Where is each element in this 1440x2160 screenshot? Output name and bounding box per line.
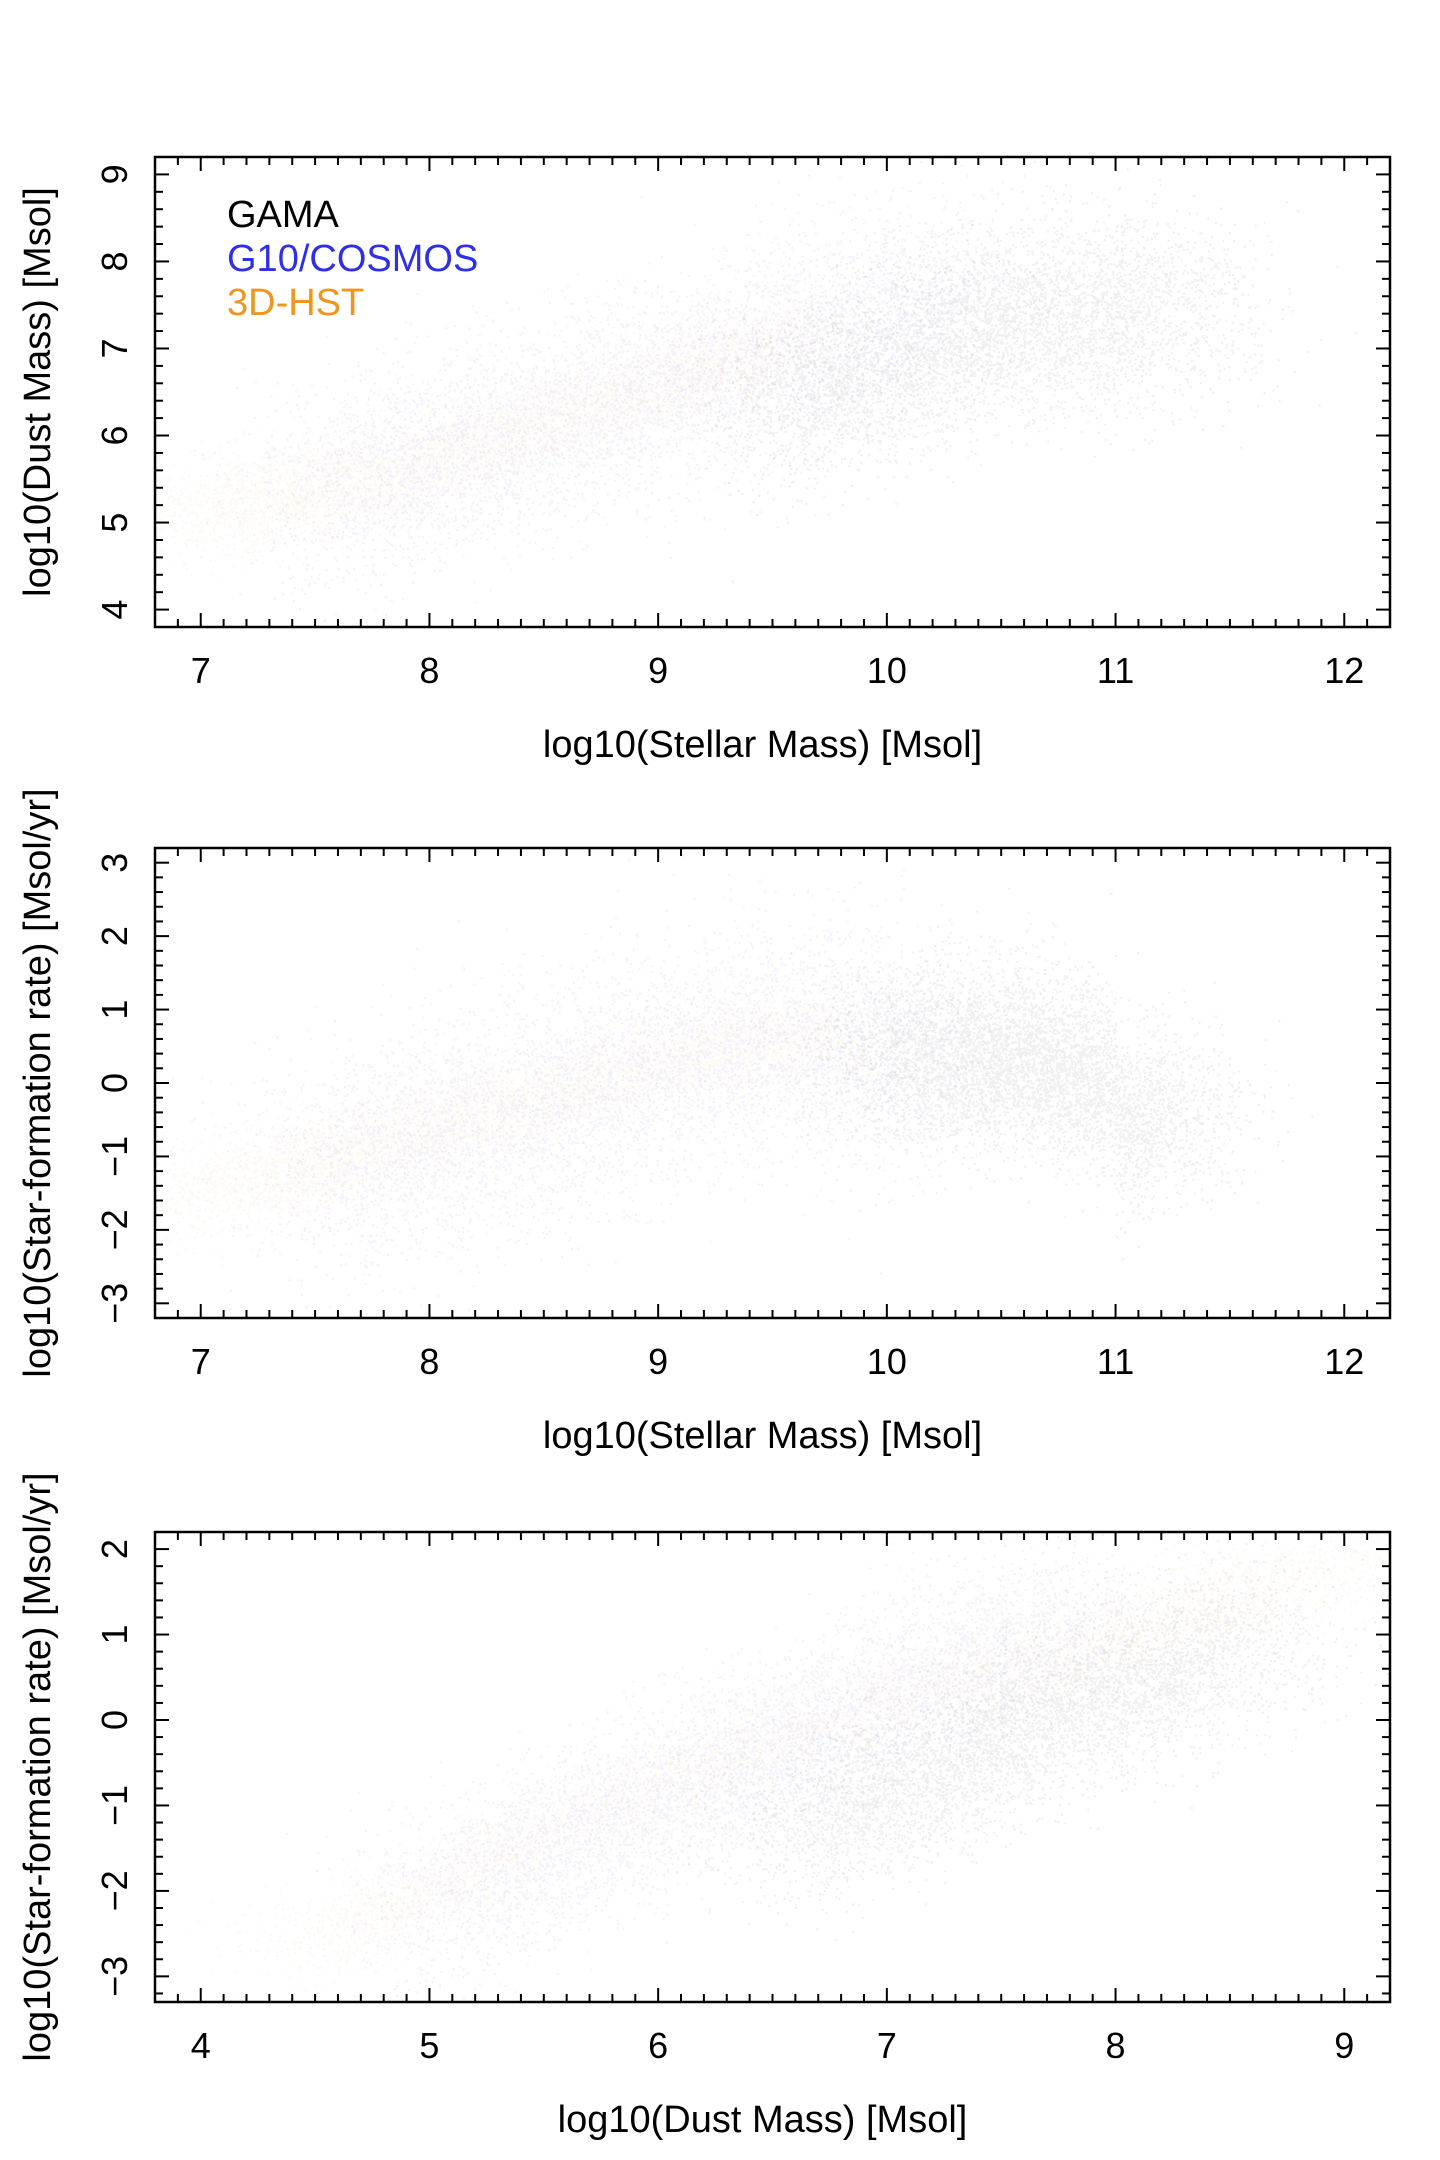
series-3d-hst-points	[155, 272, 979, 582]
legend-entry-3d-hst: 3D-HST	[227, 282, 364, 324]
y-tick-label: −3	[94, 1283, 135, 1324]
panel-1-x-ticks: 7 8 9 10 11 12	[154, 157, 1391, 691]
y-tick-label: 4	[94, 600, 135, 620]
y-tick-label: 5	[94, 513, 135, 533]
x-tick-label: 8	[1106, 2025, 1126, 2066]
x-tick-label: 6	[648, 2025, 668, 2066]
legend-entry-gama: GAMA	[227, 194, 340, 236]
panel-3-x-ticks: 4 5 6 7 8 9	[154, 1532, 1391, 2066]
y-tick-label: 2	[94, 1539, 135, 1559]
x-tick-label: 9	[648, 1341, 668, 1382]
y-tick-label: −2	[94, 1870, 135, 1911]
x-tick-label: 4	[191, 2025, 211, 2066]
y-tick-label: 1	[94, 1000, 135, 1020]
panel-1-y-axis-title: log10(Dust Mass) [Msol]	[17, 187, 59, 597]
x-tick-label: 10	[867, 1341, 907, 1382]
y-tick-label: −1	[94, 1785, 135, 1826]
y-tick-label: −1	[94, 1136, 135, 1177]
legend: GAMA G10/COSMOS 3D-HST	[227, 194, 478, 324]
x-tick-label: 12	[1324, 1341, 1364, 1382]
panel-dust-vs-stellar: 7 8 9 10 11 12 4 5 6 7 8 9 log10(Stellar Mass) [Ms…	[17, 155, 1392, 766]
series-g10-cosmos-points	[169, 854, 1114, 1317]
x-tick-label: 10	[867, 650, 907, 691]
y-tick-label: 3	[94, 853, 135, 873]
panel-2-x-axis-title: log10(Stellar Mass) [Msol]	[543, 1415, 982, 1457]
x-tick-label: 7	[877, 2025, 897, 2066]
x-tick-label: 5	[419, 2025, 439, 2066]
series-gama-points	[643, 1539, 1389, 1944]
y-tick-label: −2	[94, 1209, 135, 1250]
x-tick-label: 9	[1334, 2025, 1354, 2066]
y-tick-label: 8	[94, 251, 135, 271]
series-g10-cosmos-points	[193, 157, 1100, 624]
legend-entry-g10-cosmos: G10/COSMOS	[227, 238, 478, 280]
panel-3-y-ticks: −3 −2 −1 0 1 2	[94, 1531, 1390, 1997]
x-tick-label: 12	[1324, 650, 1364, 691]
x-tick-label: 8	[419, 650, 439, 691]
y-tick-label: 0	[94, 1710, 135, 1730]
y-tick-label: 1	[94, 1625, 135, 1645]
x-tick-label: 8	[419, 1341, 439, 1382]
y-tick-label: 2	[94, 926, 135, 946]
y-tick-label: 7	[94, 338, 135, 358]
x-tick-label: 7	[191, 1341, 211, 1382]
series-gama-points	[751, 887, 1314, 1275]
panel-2-x-ticks: 7 8 9 10 11 12	[154, 848, 1391, 1382]
series-gama-points	[618, 161, 1388, 583]
panel-2-y-ticks: −3 −2 −1 0 1 2 3	[94, 847, 1390, 1324]
panel-1-points	[155, 157, 1388, 624]
x-tick-label: 7	[191, 650, 211, 691]
x-tick-label: 11	[1097, 1341, 1134, 1382]
x-tick-label: 9	[648, 650, 668, 691]
panel-3-x-axis-title: log10(Dust Mass) [Msol]	[558, 2099, 968, 2141]
y-tick-label: 0	[94, 1073, 135, 1093]
panel-3-y-axis-title: log10(Star-formation rate) [Msol/yr]	[17, 1472, 59, 2061]
panel-1-y-ticks: 4 5 6 7 8 9	[94, 156, 1390, 628]
x-tick-label: 11	[1097, 650, 1134, 691]
y-tick-label: 9	[94, 164, 135, 184]
panel-sfr-vs-dust: 4 5 6 7 8 9 −3 −2 −1 0 1 2 log10(Dust Mass) [Msol]…	[17, 1472, 1392, 2141]
panel-2-y-axis-title: log10(Star-formation rate) [Msol/yr]	[17, 788, 59, 1377]
panel-2-points	[155, 854, 1314, 1317]
panel-1-x-axis-title: log10(Stellar Mass) [Msol]	[543, 724, 982, 766]
y-tick-label: −3	[94, 1956, 135, 1997]
panel-3-points	[172, 1532, 1390, 2002]
y-tick-label: 6	[94, 426, 135, 446]
